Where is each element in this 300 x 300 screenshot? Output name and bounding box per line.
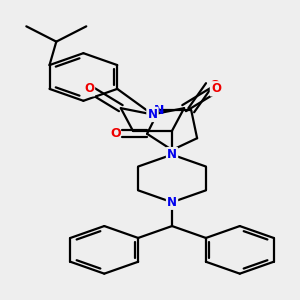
Text: N: N <box>167 196 177 209</box>
Text: N: N <box>167 148 177 161</box>
Text: O: O <box>211 82 221 95</box>
Text: O: O <box>111 127 122 140</box>
Text: O: O <box>84 82 94 95</box>
Text: N: N <box>154 104 164 117</box>
Text: O: O <box>209 79 220 92</box>
Text: N: N <box>148 108 158 121</box>
